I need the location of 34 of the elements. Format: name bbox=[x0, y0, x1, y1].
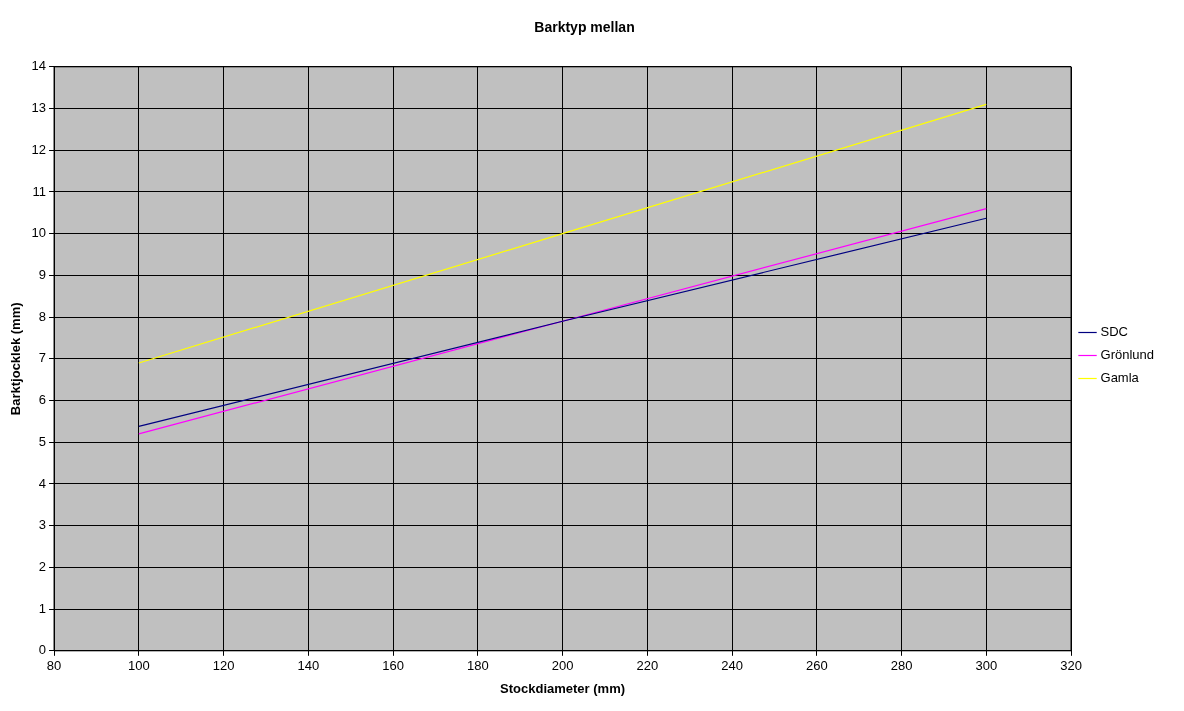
x-tick-label: 240 bbox=[721, 658, 743, 674]
x-tick-label: 120 bbox=[212, 658, 235, 674]
y-tick-label: 7 bbox=[38, 350, 47, 366]
legend-label: Grönlund bbox=[1100, 347, 1155, 363]
y-tick-label: 6 bbox=[38, 392, 47, 408]
x-tick-label: 320 bbox=[1060, 658, 1082, 674]
y-tick-label: 4 bbox=[38, 475, 47, 491]
y-tick-label: 11 bbox=[32, 183, 47, 199]
x-tick-label: 180 bbox=[466, 658, 489, 674]
y-tick-label: 5 bbox=[38, 433, 47, 449]
x-tick-label: 300 bbox=[975, 658, 998, 674]
x-axis-title: Stockdiameter (mm) bbox=[500, 680, 626, 696]
y-tick-label: 10 bbox=[31, 225, 47, 241]
legend-label: SDC bbox=[1100, 324, 1128, 340]
x-tick-label: 220 bbox=[636, 658, 659, 674]
y-axis-title: Barktjocklek (mm) bbox=[8, 302, 24, 416]
x-tick-label: 140 bbox=[297, 658, 320, 674]
y-tick-label: 13 bbox=[31, 100, 47, 116]
x-tick-label: 280 bbox=[890, 658, 913, 674]
x-tick-label: 200 bbox=[551, 658, 574, 674]
y-tick-label: 14 bbox=[31, 58, 47, 74]
x-tick-label: 160 bbox=[382, 658, 404, 674]
y-tick-label: 3 bbox=[38, 517, 47, 533]
y-tick-label: 2 bbox=[38, 558, 47, 574]
y-tick-label: 12 bbox=[31, 141, 47, 157]
y-tick-label: 8 bbox=[38, 308, 47, 324]
x-tick-label: 80 bbox=[46, 658, 62, 674]
x-tick-label: 100 bbox=[127, 658, 150, 674]
y-tick-label: 1 bbox=[38, 600, 47, 616]
x-tick-label: 260 bbox=[805, 658, 828, 674]
y-tick-label: 9 bbox=[38, 266, 47, 282]
chart-title: Barktyp mellan bbox=[534, 19, 635, 36]
legend-label: Gamla bbox=[1100, 370, 1140, 386]
y-tick-label: 0 bbox=[38, 642, 47, 658]
